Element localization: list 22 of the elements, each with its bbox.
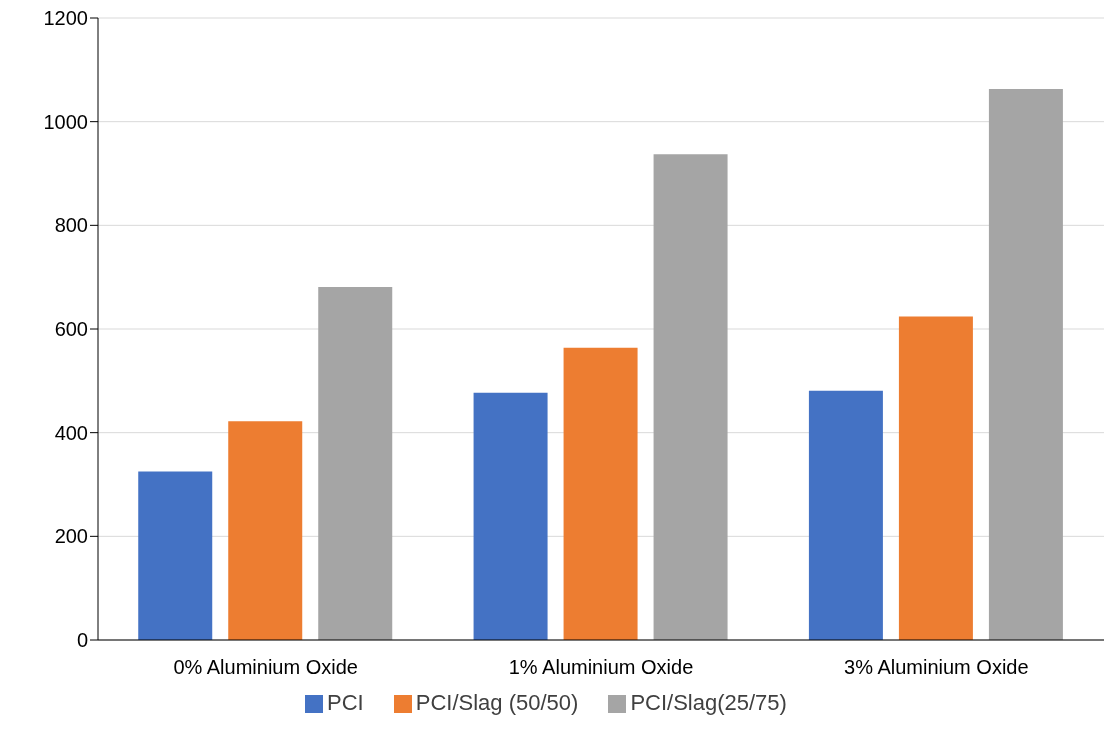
bar bbox=[228, 421, 303, 640]
x-tick-label: 1% Aluminium Oxide bbox=[508, 656, 694, 679]
bar bbox=[898, 316, 973, 640]
bar bbox=[563, 347, 638, 640]
y-tick-label: 1000 bbox=[43, 110, 88, 133]
y-tick-label: 0 bbox=[76, 629, 88, 652]
y-tick-label: 400 bbox=[54, 421, 88, 444]
bar bbox=[808, 390, 883, 640]
bar bbox=[653, 154, 728, 640]
bar bbox=[473, 392, 548, 640]
bar bbox=[988, 89, 1063, 640]
x-tick-label: 0% Aluminium Oxide bbox=[173, 656, 358, 679]
legend-label: PCI bbox=[327, 690, 364, 715]
y-tick-label: 1200 bbox=[43, 7, 88, 30]
bar bbox=[318, 287, 393, 640]
legend-label: PCI/Slag(25/75) bbox=[630, 690, 787, 715]
y-tick-label: 200 bbox=[54, 525, 88, 548]
bar bbox=[138, 471, 213, 640]
y-tick-label: 600 bbox=[54, 318, 88, 341]
y-tick-label: 800 bbox=[54, 214, 88, 237]
x-tick-label: 3% Aluminium Oxide bbox=[844, 656, 1029, 679]
legend-label: PCI/Slag (50/50) bbox=[415, 690, 579, 715]
